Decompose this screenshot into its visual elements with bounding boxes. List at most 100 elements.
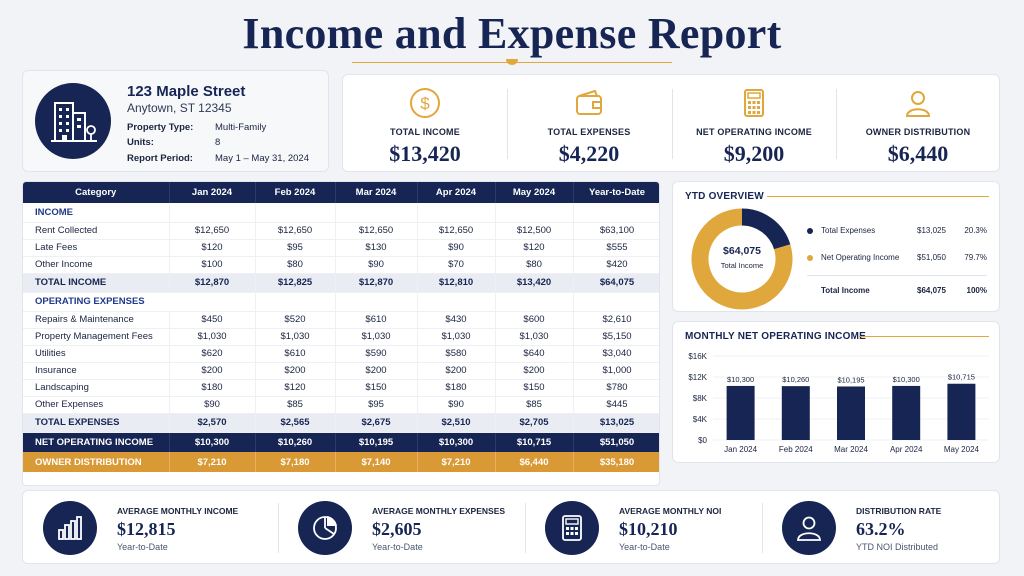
table-cell: $200: [169, 362, 256, 380]
legend-total-amount: $64,075: [917, 286, 946, 295]
table-cell: $12,500: [495, 222, 574, 240]
bar-value-label: $10,195: [837, 375, 864, 384]
table-cell: $12,870: [335, 273, 418, 293]
table-cell: $450: [169, 311, 256, 329]
kpi-label: TOTAL INCOME: [390, 127, 460, 137]
table-header-row: Category Jan 2024 Feb 2024 Mar 2024 Apr …: [23, 182, 659, 203]
owner-distribution-row: OWNER DISTRIBUTION $7,210 $7,180 $7,140 …: [23, 452, 659, 472]
table-cell: $1,030: [495, 328, 574, 346]
bar: [892, 385, 921, 440]
bar-value-label: $10,715: [948, 373, 975, 382]
stat-subtext: Year-to-Date: [117, 542, 168, 552]
section-row-income: INCOME: [23, 203, 659, 223]
table-cell: TOTAL EXPENSES: [23, 413, 170, 433]
kpi-value: $9,200: [723, 141, 785, 166]
table-cell: $520: [255, 311, 336, 329]
legend-total-row: Total Income $64,075 100%: [807, 286, 987, 298]
table-cell: $90: [335, 256, 418, 274]
table-cell: Landscaping: [23, 379, 170, 397]
kpi-net-operating-income: NET OPERATING INCOME $9,200: [672, 75, 836, 173]
kpi-strip: $ TOTAL INCOME $13,420 TOTAL EXPENSES $4…: [342, 74, 1000, 172]
table-cell: $12,650: [169, 222, 256, 240]
table-cell: $610: [255, 345, 336, 363]
table-cell: $12,810: [417, 273, 496, 293]
table-row: Late Fees $120 $95 $130 $90 $120 $555: [23, 239, 659, 257]
y-tick-label: $12K: [688, 373, 707, 382]
summary-stats-strip: AVERAGE MONTHLY INCOME $12,815 Year-to-D…: [22, 490, 1000, 564]
bar: [726, 385, 755, 440]
income-expense-table: Category Jan 2024 Feb 2024 Mar 2024 Apr …: [22, 181, 660, 486]
stat-value: $2,605: [372, 519, 422, 539]
table-cell: $150: [335, 379, 418, 397]
building-icon: [35, 83, 111, 159]
table-cell: $80: [495, 256, 574, 274]
monthly-noi-title: MONTHLY NET OPERATING INCOME: [685, 331, 866, 342]
table-cell: Other Expenses: [23, 396, 170, 414]
property-card: 123 Maple Street Anytown, ST 12345 Prope…: [22, 70, 329, 172]
table-cell: $5,150: [573, 328, 659, 346]
column-header: Year-to-Date: [573, 182, 659, 203]
column-header: Mar 2024: [335, 182, 418, 203]
table-cell: $640: [495, 345, 574, 363]
ytd-overview-card: YTD OVERVIEW $64,075 Total Income Total …: [672, 181, 1000, 312]
table-cell: $120: [495, 239, 574, 257]
table-cell: $590: [335, 345, 418, 363]
table-cell: $63,100: [573, 222, 659, 240]
column-header: Category: [23, 182, 170, 203]
stat-subtext: Year-to-Date: [619, 542, 670, 552]
table-cell: $150: [495, 379, 574, 397]
table-cell: Insurance: [23, 362, 170, 380]
table-row: Utilities $620 $610 $590 $580 $640 $3,04…: [23, 345, 659, 363]
legend-percent: 20.3%: [964, 226, 987, 235]
bar-value-label: $10,300: [727, 375, 754, 384]
table-cell: $2,565: [255, 413, 336, 433]
table-cell: Utilities: [23, 345, 170, 363]
table-cell: $90: [169, 396, 256, 414]
kpi-owner-distribution: OWNER DISTRIBUTION $6,440: [836, 75, 1000, 173]
table-row: Other Income $100 $80 $90 $70 $80 $420: [23, 256, 659, 274]
user-icon: [905, 91, 931, 117]
table-cell: $6,440: [495, 452, 574, 472]
stat-subtext: YTD NOI Distributed: [856, 542, 939, 552]
units-value: 8: [215, 137, 221, 148]
stat-label: AVERAGE MONTHLY EXPENSES: [372, 506, 506, 516]
kpi-value: $4,220: [558, 141, 620, 166]
table-cell: $1,000: [573, 362, 659, 380]
table-cell: $90: [417, 396, 496, 414]
table-cell: $95: [255, 239, 336, 257]
calculator-icon: [744, 89, 764, 117]
legend-percent: 79.7%: [964, 253, 987, 262]
table-cell: Other Income: [23, 256, 170, 274]
table-row: Repairs & Maintenance $450 $520 $610 $43…: [23, 311, 659, 329]
table-cell: $10,300: [169, 432, 256, 452]
table-cell: $10,260: [255, 432, 336, 452]
monthly-noi-card: MONTHLY NET OPERATING INCOME $0 $4K $8K $12…: [672, 321, 1000, 463]
stat-average-monthly-noi: AVERAGE MONTHLY NOI $10,210 Year-to-Date: [525, 491, 769, 565]
monthly-noi-bar-chart: $0 $4K $8K $12K $16K $10,300 Jan 2024 $10,260 Fe…: [688, 352, 989, 454]
y-tick-label: $0: [698, 436, 707, 445]
table-cell: $620: [169, 345, 256, 363]
table-cell: $200: [417, 362, 496, 380]
x-tick-label: May 2024: [944, 445, 980, 454]
legend-total-percent: 100%: [966, 286, 987, 295]
section-label: INCOME: [23, 203, 170, 223]
report-period-label: Report Period:: [127, 153, 193, 164]
column-header: Jan 2024: [169, 182, 256, 203]
x-tick-label: Jan 2024: [724, 445, 757, 454]
table-cell: $70: [417, 256, 496, 274]
stat-subtext: Year-to-Date: [372, 542, 423, 552]
y-tick-label: $4K: [693, 415, 708, 424]
wallet-icon: [576, 89, 602, 115]
table-cell: $12,650: [417, 222, 496, 240]
table-cell: $1,030: [417, 328, 496, 346]
table-cell: $12,650: [335, 222, 418, 240]
user-icon: [782, 501, 836, 555]
stat-average-monthly-expenses: AVERAGE MONTHLY EXPENSES $2,605 Year-to-…: [278, 491, 522, 565]
property-type-value: Multi-Family: [215, 122, 267, 133]
x-tick-label: Apr 2024: [890, 445, 923, 454]
table-cell: $130: [335, 239, 418, 257]
table-cell: $90: [417, 239, 496, 257]
table-cell: $1,030: [255, 328, 336, 346]
calculator-icon: [545, 501, 599, 555]
column-header: Feb 2024: [255, 182, 336, 203]
